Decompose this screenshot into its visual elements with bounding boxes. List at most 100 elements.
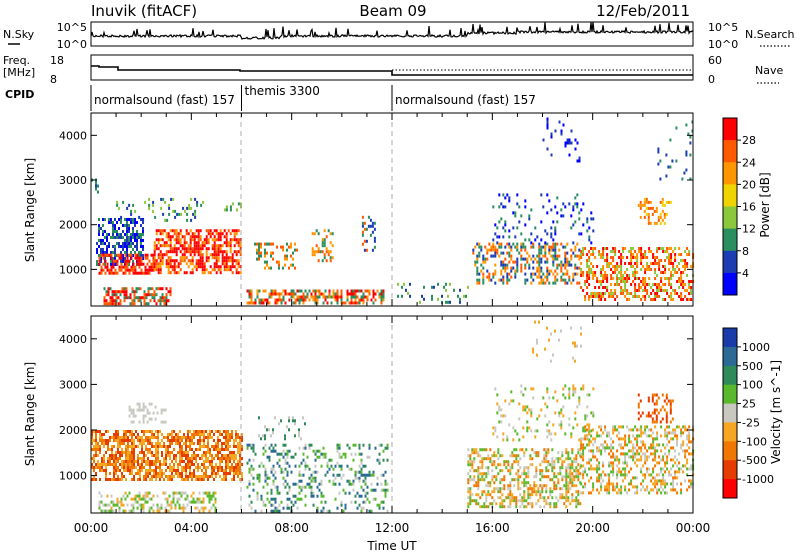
heatmap-cell [314,289,317,293]
heatmap-cell [565,487,568,491]
heatmap-cell [516,266,519,270]
heatmap-cell [114,236,116,239]
heatmap-cell [336,506,339,510]
heatmap-cell [124,253,127,257]
heatmap-cell [114,248,116,251]
heatmap-cell [656,250,659,253]
heatmap-cell [624,476,627,480]
heatmap-cell [278,422,280,426]
heatmap-cell [570,281,573,285]
heatmap-cell [681,177,684,181]
heatmap-cell [211,475,213,478]
heatmap-cell [155,460,157,463]
heatmap-cell [131,451,133,454]
heatmap-cell [193,472,195,475]
heatmap-cell [95,472,97,475]
heatmap-cell [405,288,407,292]
heatmap-cell [229,232,232,236]
heatmap-cell [108,245,110,248]
heatmap-cell [363,239,366,243]
heatmap-cell [132,411,135,415]
heatmap-cell [632,274,635,277]
heatmap-cell [225,466,227,469]
heatmap-cell [346,443,349,447]
heatmap-cell [145,472,147,475]
heatmap-cell [590,440,593,444]
heatmap-cell [640,440,643,444]
heatmap-cell [512,211,515,215]
heatmap-cell [540,251,543,255]
heatmap-cell [618,283,621,286]
heatmap-cell [108,233,110,236]
heatmap-cell [118,256,121,260]
heatmap-cell [168,203,171,207]
heatmap-cell [644,283,647,286]
heatmap-cell [650,452,653,456]
heatmap-cell [193,469,195,472]
heatmap-cell [384,494,387,498]
heatmap-cell [315,250,318,254]
heatmap-cell [127,466,129,469]
heatmap-cell [201,439,203,442]
heatmap-cell [201,259,204,263]
heatmap-cell [193,241,196,245]
heatmap-cell [548,281,551,285]
heatmap-cell [262,503,265,507]
heatmap-cell [215,250,218,254]
heatmap-cell [644,476,647,480]
heatmap-cell [582,470,585,474]
heatmap-cell [499,454,502,458]
heatmap-cell [135,296,138,300]
heatmap-cell [514,211,517,215]
heatmap-cell [493,463,496,467]
heatmap-cell [161,293,164,297]
heatmap-cell [651,399,654,403]
heatmap-cell [340,289,343,293]
heatmap-cell [584,247,587,250]
heatmap-cell [117,475,119,478]
heatmap-cell [201,475,203,478]
heatmap-cell [189,460,191,463]
heatmap-cell [122,509,125,513]
heatmap-cell [602,253,605,256]
heatmap-cell [626,425,629,429]
heatmap-cell [360,470,363,474]
heatmap-cell [350,452,353,456]
heatmap-cell [596,488,599,492]
heatmap-cell [223,430,225,433]
heatmap-cell [336,449,339,453]
heatmap-cell [668,259,671,262]
heatmap-cell [661,203,664,207]
heatmap-cell [531,490,534,494]
heatmap-cell [523,493,526,497]
heatmap-cell [534,226,537,230]
heatmap-cell [207,475,209,478]
heatmap-cell [199,259,202,263]
heatmap-cell [658,268,661,271]
heatmap-cell [534,238,537,242]
heatmap-cell [215,229,218,233]
heatmap-cell [644,271,647,274]
heatmap-cell [478,272,481,276]
heatmap-cell [105,475,107,478]
heatmap-cell [652,467,655,471]
heatmap-cell [286,452,289,456]
heatmap-cell [580,271,583,274]
heatmap-cell [217,439,219,442]
heatmap-cell [126,227,128,230]
heatmap-cell [145,454,147,457]
heatmap-cell [168,206,171,210]
heatmap-cell [102,268,105,272]
heatmap-cell [272,473,275,477]
heatmap-cell [632,265,635,268]
heatmap-cell [159,244,162,248]
heatmap-cell [193,463,195,466]
heatmap-cell [499,478,502,482]
heatmap-cell [225,241,228,245]
heatmap-cell [308,446,311,450]
heatmap-cell [258,434,260,438]
heatmap-cell [134,221,136,224]
heatmap-cell [644,295,647,298]
heatmap-cell [107,430,109,433]
heatmap-cell [119,451,121,454]
